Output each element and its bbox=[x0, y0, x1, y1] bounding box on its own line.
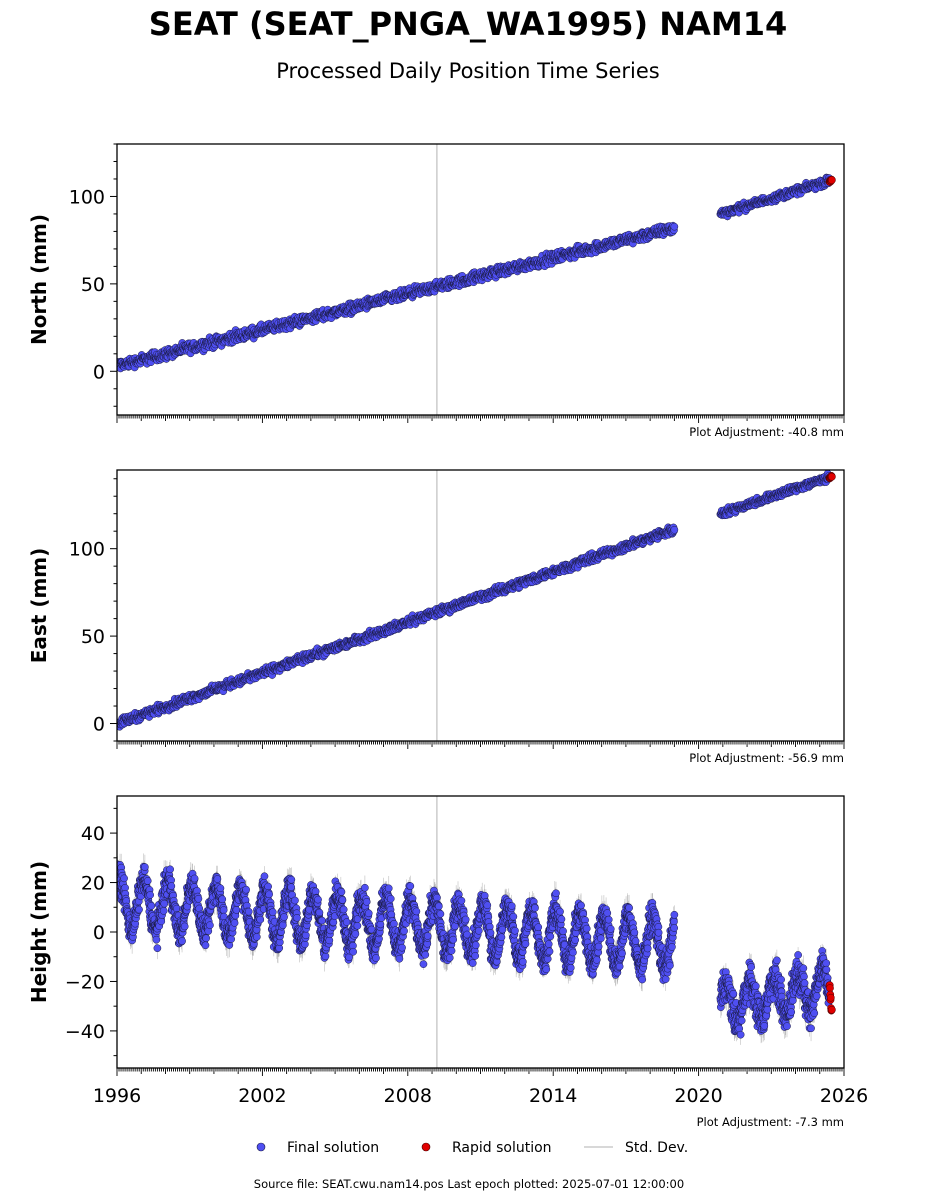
panel-1: 0 50 100 North (mm) Plot Adjustment: -40.8 m… bbox=[27, 143, 845, 439]
data-points bbox=[117, 470, 836, 731]
chart-title: SEAT (SEAT_PNGA_WA1995) NAM14 bbox=[149, 5, 787, 43]
y-tick-label: 100 bbox=[69, 186, 105, 208]
rapid-point bbox=[828, 176, 836, 184]
panels: 0 50 100 North (mm) Plot Adjustment: -40.8 m… bbox=[27, 143, 868, 1129]
plot-area bbox=[117, 470, 836, 731]
y-tick-label: 50 bbox=[81, 274, 105, 296]
plot-area bbox=[117, 173, 836, 373]
chart-subtitle: Processed Daily Position Time Series bbox=[276, 59, 660, 83]
y-tick-label: 0 bbox=[93, 361, 105, 383]
plot-adjustment: Plot Adjustment: -40.8 mm bbox=[689, 425, 844, 439]
y-axis-label: North (mm) bbox=[27, 214, 51, 345]
final-point bbox=[670, 222, 679, 231]
data-points bbox=[117, 173, 836, 373]
